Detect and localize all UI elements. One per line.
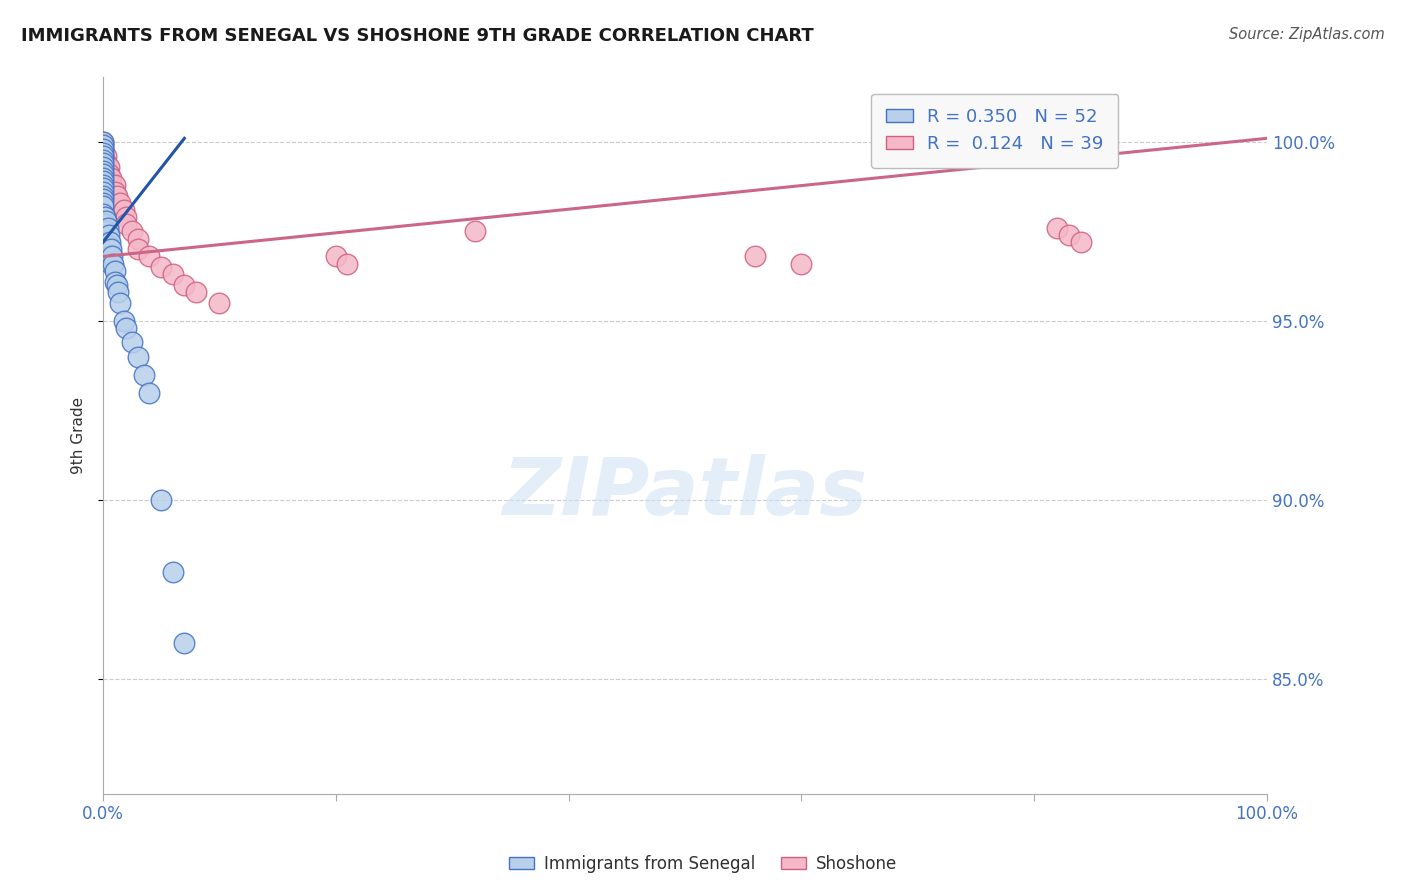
Point — [97, 235, 120, 249]
Point — [138, 250, 160, 264]
Point — [121, 224, 143, 238]
Point — [97, 160, 120, 174]
Point — [110, 195, 132, 210]
Point — [91, 181, 114, 195]
Point — [103, 257, 125, 271]
Point — [336, 257, 359, 271]
Point — [91, 160, 114, 174]
Point — [132, 368, 155, 382]
Point — [790, 257, 813, 271]
Point — [91, 153, 114, 167]
Point — [100, 178, 122, 192]
Point — [150, 260, 173, 275]
Point — [115, 321, 138, 335]
Point — [103, 178, 125, 192]
Point — [96, 224, 118, 238]
Point — [91, 163, 114, 178]
Point — [105, 188, 128, 202]
Legend: R = 0.350   N = 52, R =  0.124   N = 39: R = 0.350 N = 52, R = 0.124 N = 39 — [872, 94, 1118, 168]
Point — [91, 178, 114, 192]
Point — [94, 224, 117, 238]
Point — [150, 493, 173, 508]
Point — [103, 264, 125, 278]
Point — [91, 138, 114, 153]
Point — [91, 199, 114, 213]
Legend: Immigrants from Senegal, Shoshone: Immigrants from Senegal, Shoshone — [502, 848, 904, 880]
Point — [94, 210, 117, 224]
Point — [110, 296, 132, 310]
Point — [91, 156, 114, 170]
Text: Source: ZipAtlas.com: Source: ZipAtlas.com — [1229, 27, 1385, 42]
Point — [97, 220, 120, 235]
Point — [101, 250, 124, 264]
Point — [96, 149, 118, 163]
Point — [91, 188, 114, 202]
Point — [115, 210, 138, 224]
Point — [97, 239, 120, 253]
Point — [96, 235, 118, 249]
Point — [91, 149, 114, 163]
Point — [184, 285, 207, 300]
Point — [105, 278, 128, 293]
Point — [91, 145, 114, 160]
Point — [464, 224, 486, 238]
Point — [91, 160, 114, 174]
Point — [103, 275, 125, 289]
Point — [107, 285, 129, 300]
Point — [91, 135, 114, 149]
Point — [127, 350, 149, 364]
Point — [115, 217, 138, 231]
Point — [91, 167, 114, 181]
Y-axis label: 9th Grade: 9th Grade — [72, 397, 86, 475]
Point — [96, 156, 118, 170]
Point — [97, 227, 120, 242]
Point — [1046, 220, 1069, 235]
Text: ZIPatlas: ZIPatlas — [502, 454, 868, 532]
Point — [100, 170, 122, 185]
Point — [91, 145, 114, 160]
Point — [91, 195, 114, 210]
Point — [91, 142, 114, 156]
Point — [97, 167, 120, 181]
Point — [127, 231, 149, 245]
Point — [208, 296, 231, 310]
Point — [1070, 235, 1092, 249]
Point — [112, 202, 135, 217]
Point — [96, 213, 118, 227]
Point — [94, 217, 117, 231]
Point — [173, 278, 195, 293]
Point — [173, 636, 195, 650]
Point — [103, 185, 125, 199]
Point — [744, 250, 766, 264]
Point — [91, 192, 114, 206]
Point — [162, 268, 184, 282]
Point — [112, 314, 135, 328]
Point — [100, 243, 122, 257]
Text: IMMIGRANTS FROM SENEGAL VS SHOSHONE 9TH GRADE CORRELATION CHART: IMMIGRANTS FROM SENEGAL VS SHOSHONE 9TH … — [21, 27, 814, 45]
Point — [100, 257, 122, 271]
Point — [91, 138, 114, 153]
Point — [162, 565, 184, 579]
Point — [94, 231, 117, 245]
Point — [325, 250, 347, 264]
Point — [91, 206, 114, 220]
Point — [138, 385, 160, 400]
Point — [97, 250, 120, 264]
Point — [91, 170, 114, 185]
Point — [98, 250, 121, 264]
Point — [98, 235, 121, 249]
Point — [91, 135, 114, 149]
Point — [91, 149, 114, 163]
Point — [91, 153, 114, 167]
Point — [121, 335, 143, 350]
Point — [91, 156, 114, 170]
Point — [91, 185, 114, 199]
Point — [1057, 227, 1080, 242]
Point — [91, 163, 114, 178]
Point — [91, 174, 114, 188]
Point — [91, 142, 114, 156]
Point — [127, 243, 149, 257]
